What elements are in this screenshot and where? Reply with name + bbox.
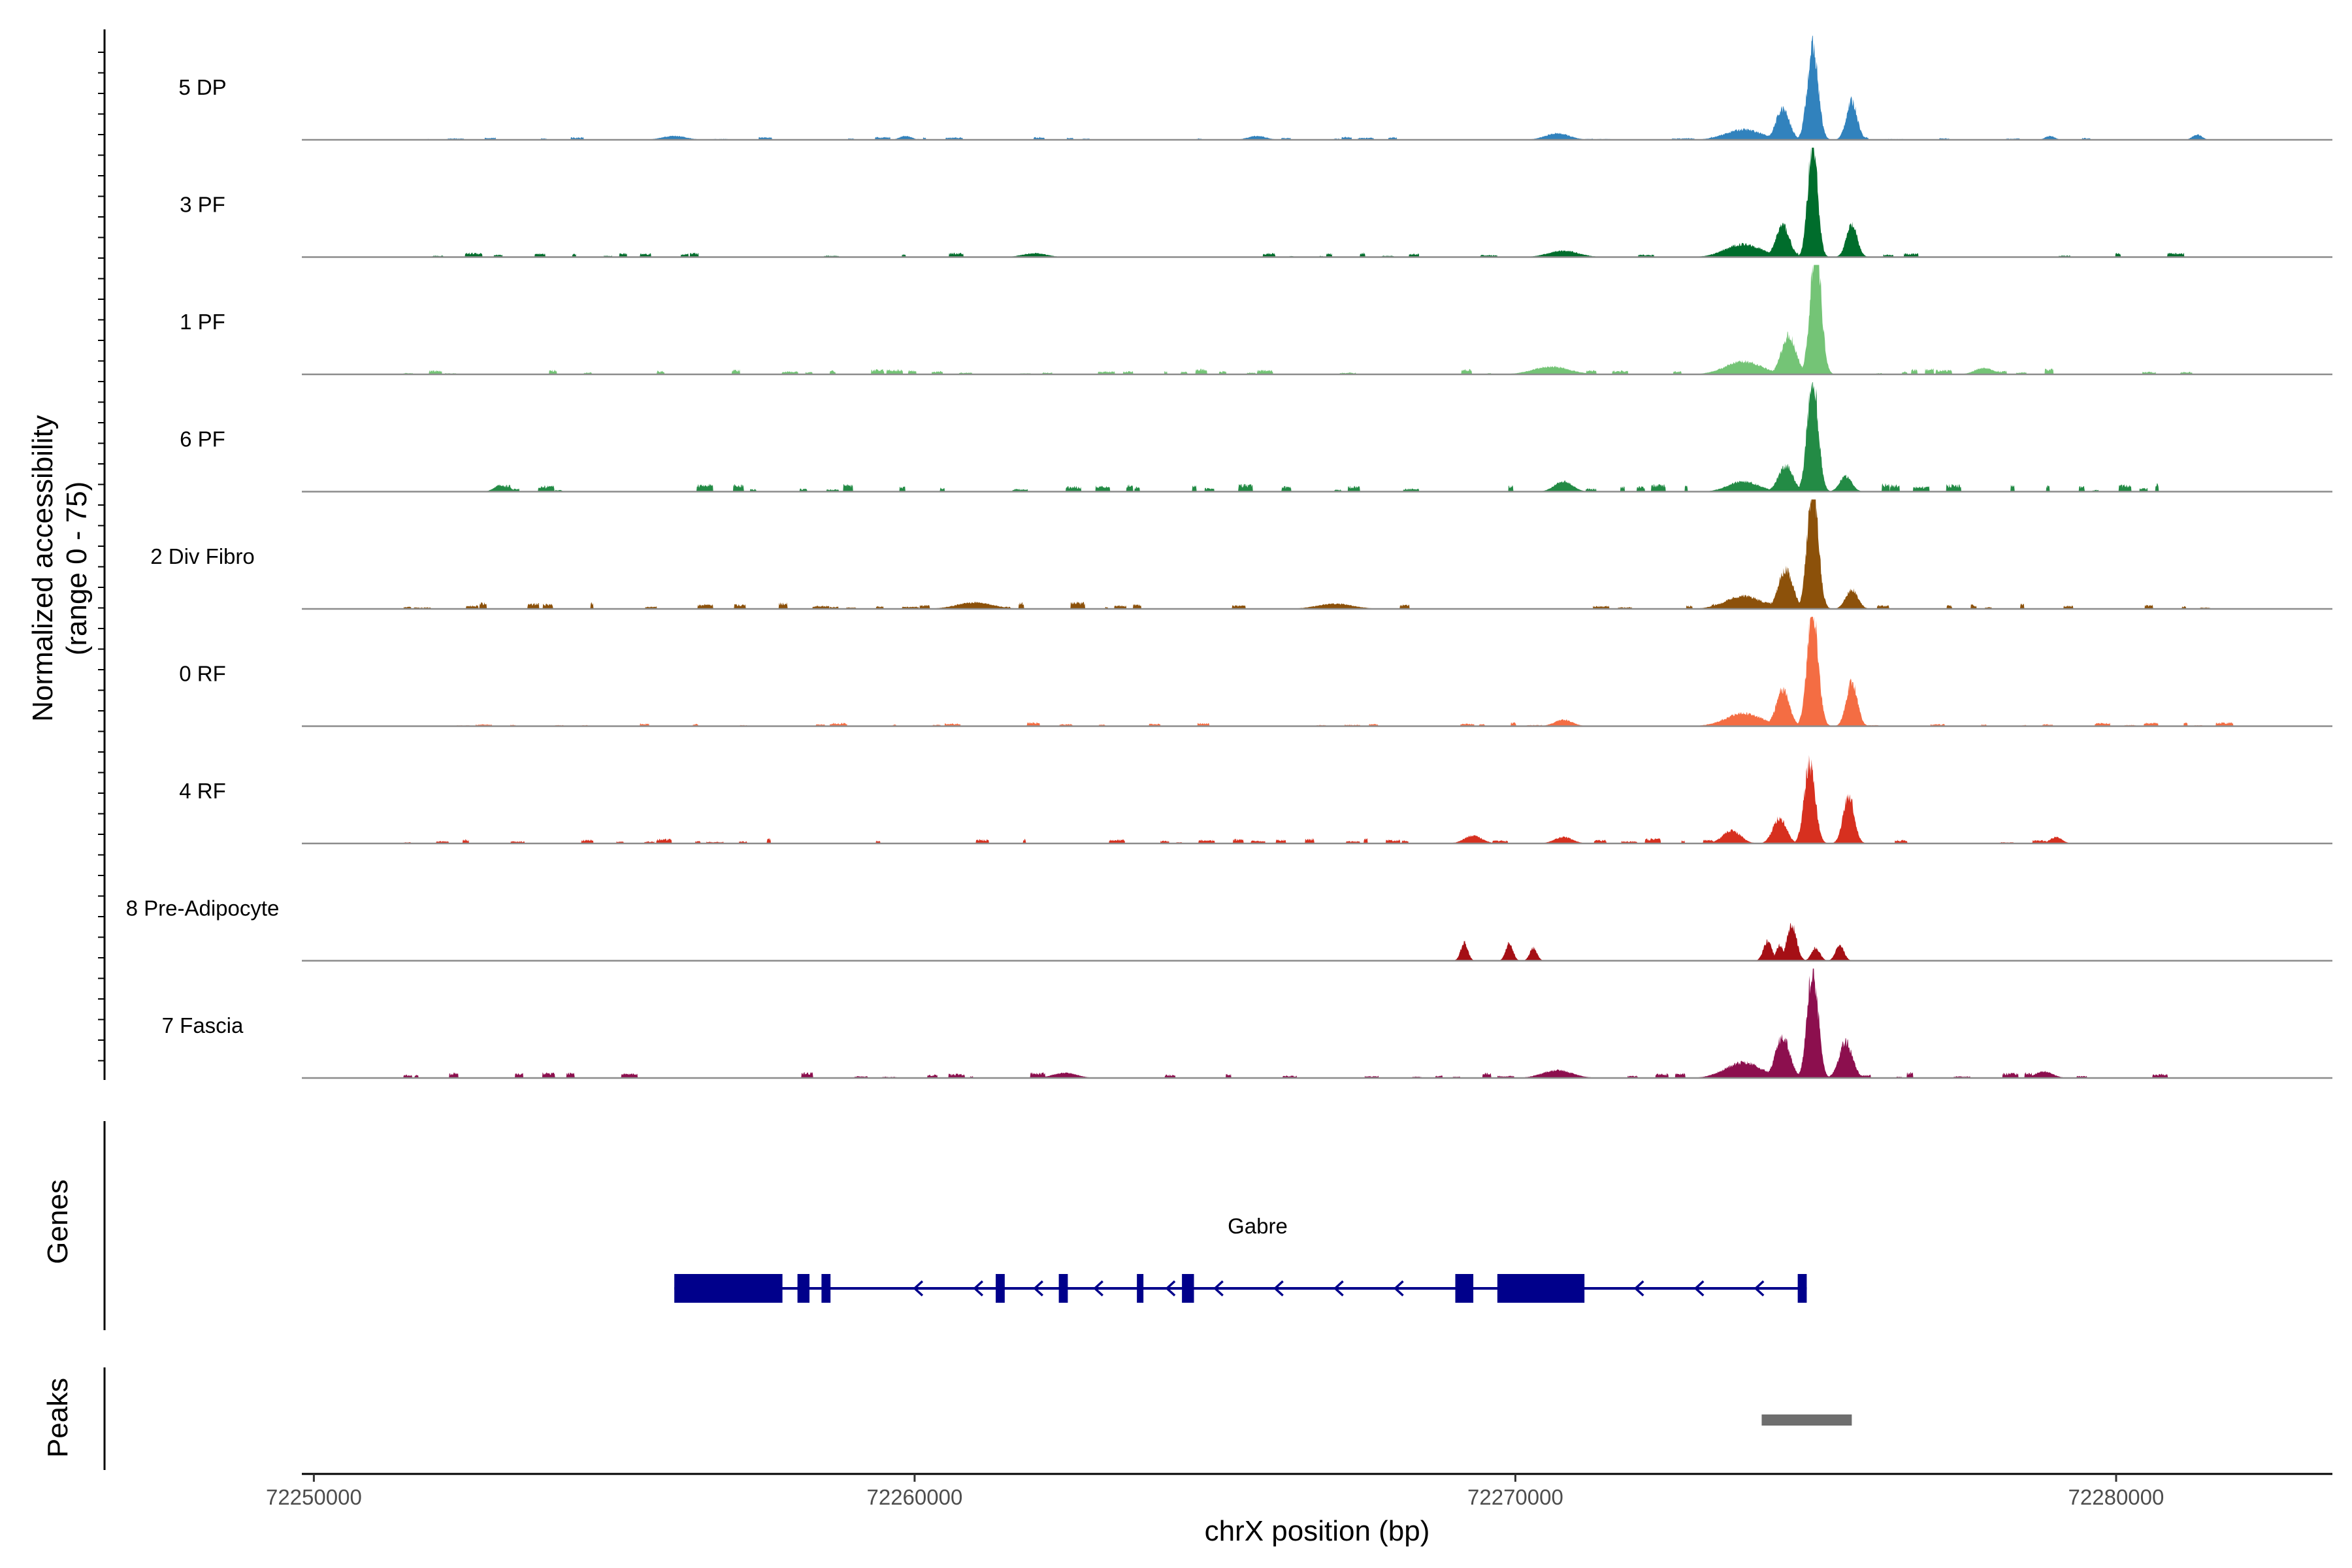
y-axis-title-line1: Normalized accessibility [27,415,59,721]
gene-exon [821,1274,831,1303]
track-label: 3 PF [180,193,225,217]
coverage-area [302,617,2332,727]
gene-exon [1182,1274,1194,1303]
genes-panel-title: Genes [42,1179,74,1264]
gene-strand-arrow [1093,1280,1103,1297]
coverage-track: 0 RF [179,617,2332,727]
track-label: 0 RF [179,662,226,686]
coverage-track: 6 PF [180,382,2332,493]
gene-strand-arrow [1273,1280,1284,1297]
gene-exon [1058,1274,1068,1303]
coverage-track: 8 Pre-Adipocyte [126,896,2332,962]
track-label: 1 PF [180,310,225,334]
x-axis: 72250000 72260000 72270000 72280000 [266,1473,2332,1509]
track-label: 7 Fascia [162,1013,244,1037]
coverage-area [302,265,2332,374]
gene-strand-arrow [1693,1280,1705,1297]
track-label: 8 Pre-Adipocyte [126,896,280,921]
peaks-panel-title: Peaks [42,1378,74,1458]
track-label: 5 DP [178,75,226,99]
gene-exon [996,1274,1005,1303]
track-label: 4 RF [179,779,226,803]
coverage-panel: 5 DP 3 PF 1 PF 6 PF 2 Div Fibro 0 RF 4 RF 8 Pre… [98,29,2332,1080]
x-tick-label: 72280000 [2068,1485,2164,1509]
x-tick-label: 72260000 [867,1485,963,1509]
gene-exon [797,1274,809,1303]
coverage-track: 4 RF [179,755,2332,845]
x-tick-label: 72270000 [1467,1485,1563,1509]
gene-exon [1455,1274,1474,1303]
gene-strand-arrow [1333,1280,1344,1297]
coverage-area [302,923,2332,961]
track-label: 6 PF [180,427,225,451]
gene-name-label: Gabre [1228,1214,1288,1238]
gene-strand-arrow [1165,1280,1176,1297]
gene-exon [1497,1274,1585,1303]
gene-strand-arrow [1033,1280,1044,1297]
gene-strand-arrow [973,1280,984,1297]
coverage-area [302,148,2332,257]
coverage-track: 7 Fascia [162,968,2332,1079]
coverage-track: 3 PF [180,148,2332,258]
coverage-track: 2 Div Fibro [150,499,2332,610]
y-axis-title-line2: (range 0 - 75) [61,482,93,656]
coverage-track: 1 PF [180,265,2332,376]
peak-region [1761,1414,1852,1426]
gene-strand-arrow [1633,1280,1644,1297]
gene-exon [1137,1274,1144,1303]
coverage-area [302,968,2332,1078]
coverage-area [302,382,2332,492]
x-tick-label: 72250000 [266,1485,362,1509]
coverage-area [302,755,2332,843]
track-label: 2 Div Fibro [150,544,255,568]
gene-exon [1797,1274,1807,1303]
peaks-panel [103,1367,1852,1470]
coverage-area [302,35,2332,140]
gene-strand-arrow [913,1280,924,1297]
gene-exon [674,1274,783,1303]
gene-strand-arrow [1213,1280,1224,1297]
coverage-area [302,499,2332,609]
genes-panel [103,1121,1807,1330]
x-axis-title: chrX position (bp) [1205,1515,1430,1547]
coverage-track: 5 DP [178,35,2332,141]
gene-strand-arrow [1393,1280,1404,1297]
gene-strand-arrow [796,1280,806,1297]
gene-strand-arrow [1754,1280,1765,1297]
